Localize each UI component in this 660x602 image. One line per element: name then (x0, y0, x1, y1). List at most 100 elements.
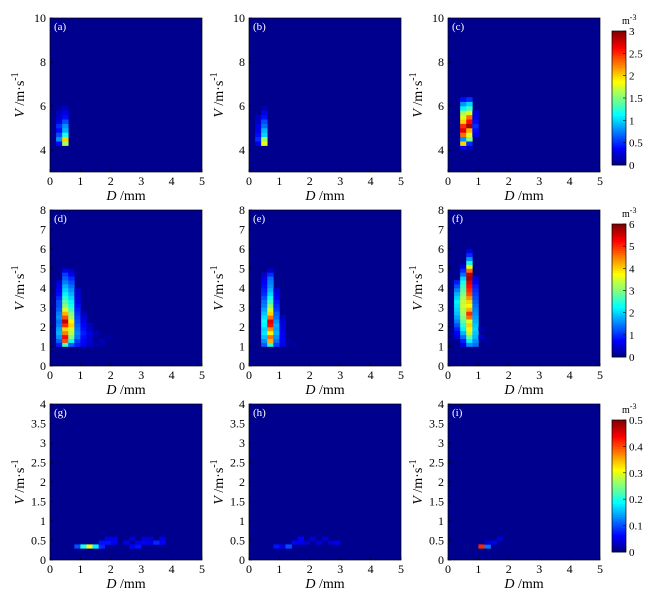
colorbar-segment (612, 308, 626, 311)
heatmap-cell (98, 544, 106, 549)
x-tick-label: 5 (199, 368, 205, 382)
heatmap-cell (273, 544, 280, 549)
colorbar-unit-base: m (622, 405, 630, 416)
heatmap-cell (86, 338, 93, 343)
x-tick-label: 2 (108, 562, 114, 576)
y-tick-label: 5 (438, 262, 444, 276)
colorbar-segment (612, 255, 626, 258)
heatmap-cell (62, 327, 69, 332)
heatmap-cell (460, 110, 467, 116)
x-axis-label: D /mm (105, 577, 145, 592)
heatmap-cell (68, 276, 75, 281)
heatmap-cell (454, 291, 461, 297)
y-tick-label: 4 (40, 281, 46, 295)
heatmap-cell (472, 342, 479, 347)
colorbar-segment (612, 428, 626, 432)
y-tick-label: 1 (40, 514, 46, 528)
heatmap-cell (460, 276, 467, 281)
heatmap-cell (478, 544, 485, 549)
heatmap-cell (62, 291, 69, 297)
y-axis-unit-exponent: -1 (209, 72, 220, 80)
heatmap-cell (466, 307, 473, 312)
colorbar-segment (612, 499, 626, 502)
y-axis-unit-exponent: -1 (10, 265, 21, 273)
heatmap-cell (62, 288, 69, 293)
heatmap-cell (62, 338, 69, 343)
heatmap-cell (56, 123, 63, 129)
heatmap-cell (466, 291, 473, 297)
heatmap-cell (267, 319, 274, 324)
colorbar-segment (612, 241, 626, 245)
heatmap-cell (261, 299, 268, 304)
heatmap-cell (279, 338, 286, 343)
x-tick-label: 4 (567, 368, 573, 382)
colorbar-segment (612, 488, 626, 491)
x-tick-label: 0 (246, 368, 252, 382)
colorbar-segment (612, 477, 626, 480)
heatmap-cell (472, 284, 479, 289)
y-axis-unit-exponent: -1 (10, 459, 21, 467)
y-tick-label: 1.5 (230, 495, 245, 509)
heatmap-cell (56, 128, 63, 133)
heatmap-cell (255, 128, 262, 133)
y-tick-label: 3 (239, 436, 245, 450)
colorbar-segment (612, 228, 626, 232)
heatmap-cell (460, 132, 467, 138)
heatmap-cell (68, 334, 75, 339)
heatmap-cell (56, 119, 63, 124)
heatmap-cell (279, 319, 286, 324)
heatmap-cell (62, 311, 69, 316)
y-tick-label: 0 (239, 553, 245, 567)
y-tick-label: 1 (438, 340, 444, 354)
heatmap-cell (454, 295, 461, 300)
colorbar-tick-label: 6 (629, 219, 635, 231)
heatmap-cell (68, 330, 75, 336)
colorbar-unit-base: m (622, 209, 630, 220)
heatmap-cell (56, 327, 63, 332)
colorbar-segment (612, 131, 626, 135)
colorbar-segment (612, 337, 626, 340)
heatmap-cell (466, 256, 473, 261)
colorbar-segment (612, 426, 626, 430)
heatmap-cell (56, 299, 63, 304)
heatmap-cell (460, 136, 467, 142)
axes-frame (49, 17, 203, 173)
y-axis-unit-exponent: -1 (209, 265, 220, 273)
heatmap-cell (92, 544, 99, 549)
heatmap-cell (122, 540, 130, 545)
heatmap-cell (62, 268, 69, 273)
x-axis-label: D /mm (503, 577, 543, 592)
x-tick-label: 0 (445, 562, 451, 576)
x-tick-label: 2 (506, 368, 512, 382)
heatmap-cell (454, 334, 461, 339)
heatmap-cell (135, 544, 142, 549)
x-tick-label: 3 (337, 368, 343, 382)
colorbar-tick-label: 4 (629, 263, 635, 275)
colorbar-segment (612, 156, 626, 159)
colorbar-segment (612, 424, 626, 427)
y-tick-label: 8 (40, 55, 46, 69)
heatmap-cell (62, 330, 69, 336)
y-axis-unit: /m·s (212, 274, 227, 302)
colorbar-segment (612, 266, 626, 269)
heatmap-cell (466, 323, 473, 328)
heatmap-cell (68, 272, 75, 277)
heatmap-cell (261, 110, 268, 116)
y-axis-label: V /m·s-1 (209, 72, 227, 117)
colorbar-tick-label: 1.5 (629, 93, 643, 105)
y-tick-label: 4 (40, 143, 46, 157)
x-tick-label: 5 (597, 368, 603, 382)
heatmap-cell (56, 136, 63, 142)
heatmap-cell (460, 106, 467, 111)
colorbar-segment (612, 235, 626, 238)
colorbar-segment (612, 292, 626, 296)
x-tick-label: 3 (536, 562, 542, 576)
heatmap-cell (273, 303, 280, 308)
y-axis-variable: V (13, 495, 28, 505)
heatmap-cell (285, 544, 292, 549)
heatmap-cell (466, 295, 473, 300)
heatmap-cell (261, 334, 268, 339)
y-axis-unit-exponent: -1 (408, 72, 419, 80)
